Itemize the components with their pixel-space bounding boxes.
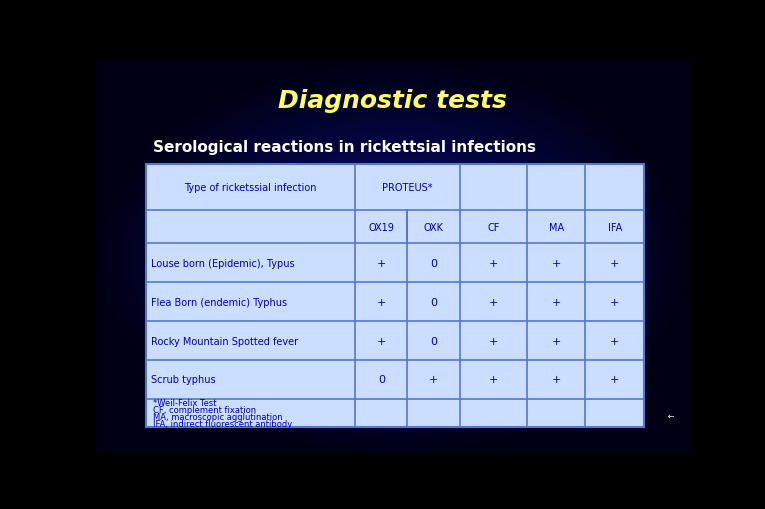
Text: +: + bbox=[429, 375, 438, 385]
Text: MA, macroscopic agglutination: MA, macroscopic agglutination bbox=[153, 412, 283, 421]
Text: PROTEUS*: PROTEUS* bbox=[382, 183, 433, 193]
Text: ↑: ↑ bbox=[666, 410, 675, 417]
Text: Diagnostic tests: Diagnostic tests bbox=[278, 89, 506, 112]
Text: 0: 0 bbox=[430, 336, 437, 346]
Text: +: + bbox=[610, 297, 620, 307]
Text: +: + bbox=[552, 297, 561, 307]
Text: 0: 0 bbox=[430, 297, 437, 307]
Text: +: + bbox=[552, 336, 561, 346]
Text: Flea Born (endemic) Typhus: Flea Born (endemic) Typhus bbox=[151, 297, 287, 307]
Text: 0: 0 bbox=[378, 375, 385, 385]
Text: +: + bbox=[552, 375, 561, 385]
Text: +: + bbox=[610, 336, 620, 346]
Text: IFA: IFA bbox=[607, 222, 622, 232]
Text: 0: 0 bbox=[430, 258, 437, 268]
FancyBboxPatch shape bbox=[146, 165, 644, 428]
Text: Louse born (Epidemic), Typus: Louse born (Epidemic), Typus bbox=[151, 258, 295, 268]
Text: Type of ricketssial infection: Type of ricketssial infection bbox=[184, 183, 317, 193]
Text: +: + bbox=[489, 336, 498, 346]
Text: OX19: OX19 bbox=[369, 222, 394, 232]
Text: +: + bbox=[489, 297, 498, 307]
Text: CF, complement fixation: CF, complement fixation bbox=[153, 405, 256, 414]
Text: +: + bbox=[376, 336, 386, 346]
Text: +: + bbox=[610, 375, 620, 385]
Text: +: + bbox=[376, 297, 386, 307]
Text: OXK: OXK bbox=[424, 222, 444, 232]
Text: +: + bbox=[489, 375, 498, 385]
Text: MA: MA bbox=[549, 222, 564, 232]
Text: IFA, indirect fluorescent antibody: IFA, indirect fluorescent antibody bbox=[153, 419, 292, 428]
Text: Scrub typhus: Scrub typhus bbox=[151, 375, 216, 385]
Text: +: + bbox=[552, 258, 561, 268]
Text: Serological reactions in rickettsial infections: Serological reactions in rickettsial inf… bbox=[153, 139, 536, 154]
Text: CF: CF bbox=[487, 222, 500, 232]
Text: +: + bbox=[610, 258, 620, 268]
Text: +: + bbox=[376, 258, 386, 268]
Text: +: + bbox=[489, 258, 498, 268]
Text: Rocky Mountain Spotted fever: Rocky Mountain Spotted fever bbox=[151, 336, 298, 346]
Text: *Weil-Felix Test: *Weil-Felix Test bbox=[153, 398, 216, 407]
